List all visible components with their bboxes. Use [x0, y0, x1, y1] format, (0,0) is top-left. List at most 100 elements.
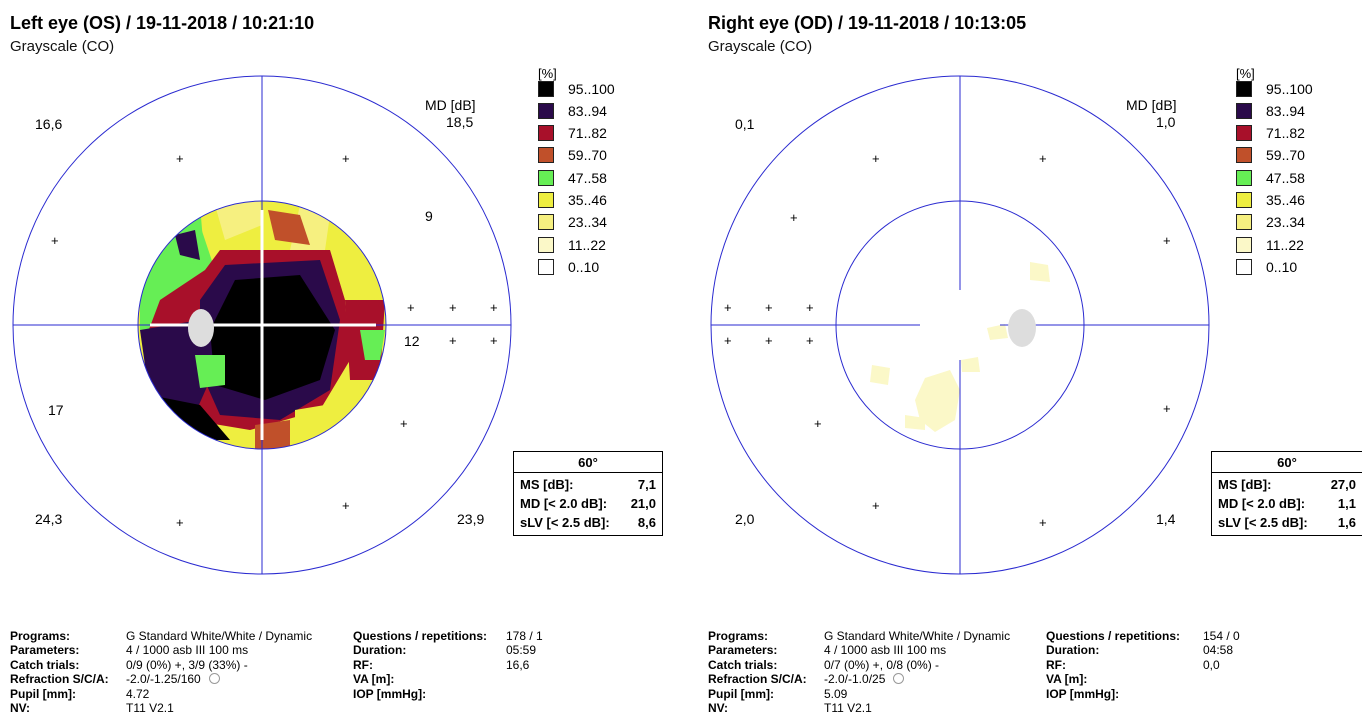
right-stats-md: MD [< 2.0 dB]: 1,1: [1212, 494, 1362, 513]
stat-label: MS [dB]:: [520, 477, 574, 492]
left-legend-row: 59..70: [538, 146, 607, 164]
plus-marker: +: [765, 333, 773, 348]
right-legend-row: 11..22: [1236, 236, 1304, 254]
legend-swatch: [1236, 192, 1252, 208]
plus-marker: +: [1039, 151, 1047, 166]
legend-swatch: [1236, 170, 1252, 186]
legend-label: 71..82: [1266, 125, 1305, 141]
left-stats-header: 60°: [514, 452, 662, 473]
left-stats-slv: sLV [< 2.5 dB]: 8,6: [514, 513, 662, 532]
right-value-upper-right: 1,0: [1156, 114, 1176, 130]
left-value-mid-right-2: 12: [404, 333, 420, 349]
right-catch-value: 0/7 (0%) +, 0/8 (0%) -: [824, 657, 940, 672]
plus-marker: +: [51, 233, 59, 248]
info-label: Duration:: [353, 643, 407, 658]
left-pupil-value: 4.72: [126, 686, 150, 701]
plus-marker: +: [724, 300, 732, 315]
legend-label: 59..70: [568, 147, 607, 163]
left-value-lower-right: 23,9: [457, 511, 485, 527]
right-legend-row: 35..46: [1236, 191, 1305, 209]
left-legend-row: 23..34: [538, 213, 607, 231]
legend-swatch: [538, 103, 554, 119]
right-nv-value: T11 V2.1: [824, 701, 872, 716]
stat-label: MD [< 2.0 dB]:: [520, 496, 608, 511]
info-label: Questions / repetitions:: [353, 629, 488, 643]
legend-label: 95..100: [1266, 81, 1313, 97]
right-plus-markers: + + + + + + + + + + + + + +: [724, 151, 1171, 530]
legend-label: 23..34: [1266, 214, 1305, 230]
left-value-upper-left: 16,6: [35, 116, 63, 132]
info-label: IOP [mmHg]:: [353, 686, 427, 701]
right-info-col-2: G Standard White/White / Dynamic 4 / 100…: [824, 629, 1010, 715]
info-label: VA [m]:: [1046, 672, 1088, 687]
info-label: Catch trials:: [10, 657, 80, 672]
right-value-upper-left: 0,1: [735, 116, 755, 132]
legend-swatch: [1236, 259, 1252, 275]
info-label: Parameters:: [10, 643, 80, 658]
magnifier-icon[interactable]: [208, 673, 220, 685]
legend-label: 95..100: [568, 81, 615, 97]
right-stats-slv: sLV [< 2.5 dB]: 1,6: [1212, 513, 1362, 532]
stat-label: MD [< 2.0 dB]:: [1218, 496, 1306, 511]
legend-swatch: [538, 192, 554, 208]
legend-swatch: [538, 259, 554, 275]
right-value-lower-left: 2,0: [735, 511, 755, 527]
right-legend-row: 0..10: [1236, 258, 1297, 276]
left-legend-row: 0..10: [538, 258, 599, 276]
left-legend-row: 11..22: [538, 236, 606, 254]
right-legend-row: 59..70: [1236, 146, 1305, 164]
plus-marker: +: [400, 416, 408, 431]
info-label: Programs:: [10, 629, 71, 643]
legend-label: 11..22: [1266, 237, 1304, 253]
plus-marker: +: [806, 333, 814, 348]
info-label: NV:: [708, 701, 729, 716]
right-legend-row: 83..94: [1236, 102, 1305, 120]
plus-marker: +: [806, 300, 814, 315]
right-pupil-value: 5.09: [824, 686, 848, 701]
plus-marker: +: [765, 300, 773, 315]
legend-swatch: [1236, 125, 1252, 141]
right-legend-row: 71..82: [1236, 124, 1305, 142]
right-md-label: MD [dB]: [1126, 97, 1177, 113]
plus-marker: +: [1039, 515, 1047, 530]
info-label: Parameters:: [708, 643, 778, 658]
right-value-lower-right: 1,4: [1156, 511, 1176, 527]
stat-value: 1,1: [1337, 496, 1356, 511]
left-catch-value: 0/9 (0%) +, 3/9 (33%) -: [126, 657, 248, 672]
left-stats-md: MD [< 2.0 dB]: 21,0: [514, 494, 662, 513]
legend-label: 59..70: [1266, 147, 1305, 163]
legend-label: 0..10: [568, 259, 600, 275]
legend-swatch: [1236, 237, 1252, 253]
left-legend-unit: [%]: [538, 66, 557, 81]
info-label: Questions / repetitions:: [1046, 629, 1181, 643]
plus-marker: +: [1163, 233, 1171, 248]
plus-marker: +: [342, 151, 350, 166]
plus-marker: +: [490, 300, 498, 315]
right-defect-map: [870, 262, 1050, 432]
legend-label: 23..34: [568, 214, 607, 230]
legend-swatch: [1236, 81, 1252, 97]
plus-marker: +: [790, 210, 798, 225]
left-nv-value: T11 V2.1: [126, 701, 174, 716]
legend-swatch: [1236, 147, 1252, 163]
right-refraction-value: -2.0/-1.0/25: [824, 672, 886, 687]
left-info-col-3: Questions / repetitions: Duration: RF: V…: [353, 629, 487, 701]
left-info-col-4: 178 / 1 05:59 16,6: [506, 629, 543, 672]
right-blind-spot: [1008, 309, 1036, 347]
magnifier-icon[interactable]: [893, 673, 905, 685]
right-eye-title: Right eye (OD) / 19-11-2018 / 10:13:05: [708, 13, 1027, 33]
info-label: Catch trials:: [708, 657, 778, 672]
legend-label: 0..10: [1266, 259, 1298, 275]
info-label: Pupil [mm]:: [708, 686, 774, 701]
info-label: Programs:: [708, 629, 769, 643]
plus-marker: +: [814, 416, 822, 431]
plus-marker: +: [342, 498, 350, 513]
plus-marker: +: [1163, 401, 1171, 416]
legend-label: 35..46: [1266, 192, 1305, 208]
plus-marker: +: [490, 333, 498, 348]
left-plus-markers: + + + + + + + + + + +: [51, 151, 498, 530]
right-legend-row: 47..58: [1236, 169, 1305, 187]
left-legend-row: 47..58: [538, 169, 607, 187]
left-info-col-1: Programs: Parameters: Catch trials: Refr…: [10, 629, 109, 715]
plus-marker: +: [724, 333, 732, 348]
